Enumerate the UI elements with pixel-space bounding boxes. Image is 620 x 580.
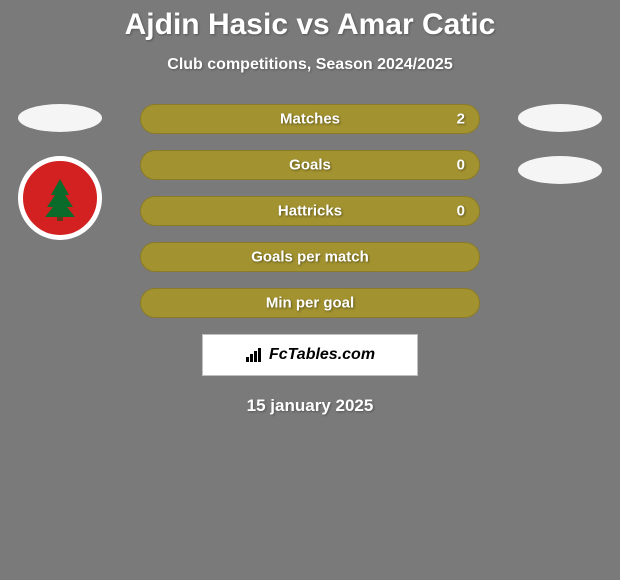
stat-value: 0 xyxy=(457,203,465,220)
comparison-infographic: Ajdin Hasic vs Amar Catic Club competiti… xyxy=(0,0,620,580)
player-right-avatar-placeholder-1 xyxy=(518,104,602,132)
stat-label: Goals per match xyxy=(141,249,479,266)
watermark-content: FcTables.com xyxy=(245,346,375,364)
stat-label: Hattricks xyxy=(141,203,479,220)
chart-icon xyxy=(245,347,265,363)
player-right-avatar-placeholder-2 xyxy=(518,156,602,184)
player-right-column xyxy=(510,104,610,208)
stat-bar-matches: Matches 2 xyxy=(140,104,480,134)
player-left-club-badge xyxy=(18,156,102,240)
stat-bar-goals-per-match: Goals per match xyxy=(140,242,480,272)
watermark-text: FcTables.com xyxy=(269,346,375,364)
stat-label: Goals xyxy=(141,157,479,174)
page-subtitle: Club competitions, Season 2024/2025 xyxy=(0,56,620,74)
player-left-column xyxy=(10,104,110,240)
tree-icon xyxy=(35,173,85,223)
stat-value: 2 xyxy=(457,111,465,128)
player-left-avatar-placeholder xyxy=(18,104,102,132)
stat-bar-goals: Goals 0 xyxy=(140,150,480,180)
stat-bar-min-per-goal: Min per goal xyxy=(140,288,480,318)
stat-label: Matches xyxy=(141,111,479,128)
stats-area: Matches 2 Goals 0 Hattricks 0 Goals per … xyxy=(0,104,620,416)
stat-bars: Matches 2 Goals 0 Hattricks 0 Goals per … xyxy=(140,104,480,318)
stat-bar-hattricks: Hattricks 0 xyxy=(140,196,480,226)
page-title: Ajdin Hasic vs Amar Catic xyxy=(0,0,620,42)
infographic-date: 15 january 2025 xyxy=(0,396,620,416)
stat-value: 0 xyxy=(457,157,465,174)
stat-label: Min per goal xyxy=(141,295,479,312)
watermark-badge: FcTables.com xyxy=(202,334,418,376)
